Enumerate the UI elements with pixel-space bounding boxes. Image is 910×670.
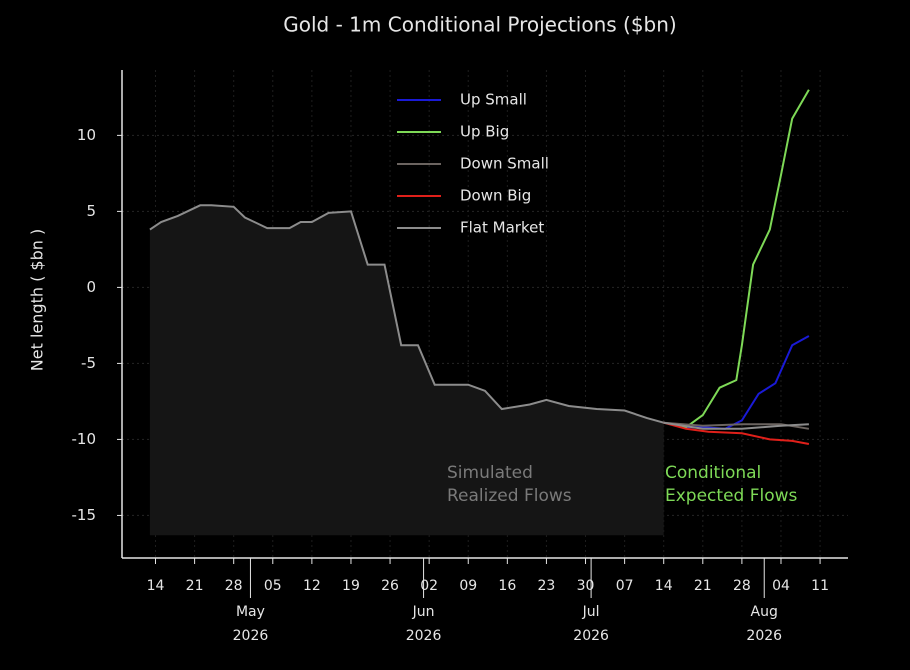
- x-tick-label: 05: [264, 578, 282, 594]
- y-tick-label: -10: [72, 430, 97, 448]
- year-label: 2026: [233, 628, 269, 644]
- month-label: Jul: [582, 604, 600, 620]
- series-line: [663, 89, 810, 429]
- x-tick-label: 16: [498, 578, 516, 594]
- x-tick-label: 30: [577, 578, 595, 594]
- month-label: Jun: [412, 604, 435, 620]
- year-label: 2026: [746, 628, 782, 644]
- legend-label: Flat Market: [460, 219, 544, 237]
- series-line: [663, 421, 809, 430]
- chart-title: Gold - 1m Conditional Projections ($bn): [283, 13, 676, 37]
- x-tick-label: 02: [420, 578, 438, 594]
- annotation: Expected Flows: [665, 486, 798, 506]
- x-tick-label: 21: [186, 578, 204, 594]
- month-label: May: [236, 604, 265, 620]
- x-tick-label: 14: [655, 578, 673, 594]
- legend-label: Up Big: [460, 123, 509, 141]
- y-axis-label: Net length ( $bn ): [28, 229, 47, 371]
- x-tick-label: 09: [459, 578, 477, 594]
- month-label: Aug: [751, 604, 778, 620]
- x-tick-label: 07: [616, 578, 634, 594]
- y-tick-label: -5: [81, 354, 96, 372]
- x-tick-label: 12: [303, 578, 321, 594]
- x-tick-label: 14: [147, 578, 165, 594]
- legend-label: Down Big: [460, 187, 531, 205]
- x-tick-label: 04: [772, 578, 790, 594]
- x-tick-label: 28: [225, 578, 243, 594]
- annotation: Conditional: [665, 463, 761, 483]
- x-tick-label: 23: [538, 578, 556, 594]
- history-line: [149, 204, 664, 424]
- y-tick-label: 0: [86, 278, 96, 296]
- y-tick-label: -15: [72, 506, 97, 524]
- year-label: 2026: [573, 628, 609, 644]
- legend-label: Down Small: [460, 155, 549, 173]
- y-tick-label: 5: [86, 202, 96, 220]
- y-tick-label: 10: [77, 126, 96, 144]
- annotation: Simulated: [447, 463, 533, 483]
- series-line: [663, 421, 810, 445]
- x-tick-label: 21: [694, 578, 712, 594]
- x-tick-label: 11: [811, 578, 829, 594]
- x-tick-label: 26: [381, 578, 399, 594]
- x-tick-label: 28: [733, 578, 751, 594]
- x-tick-label: 19: [342, 578, 360, 594]
- year-label: 2026: [406, 628, 442, 644]
- legend-label: Up Small: [460, 91, 527, 109]
- annotation: Realized Flows: [447, 486, 572, 506]
- history-area: [149, 205, 664, 536]
